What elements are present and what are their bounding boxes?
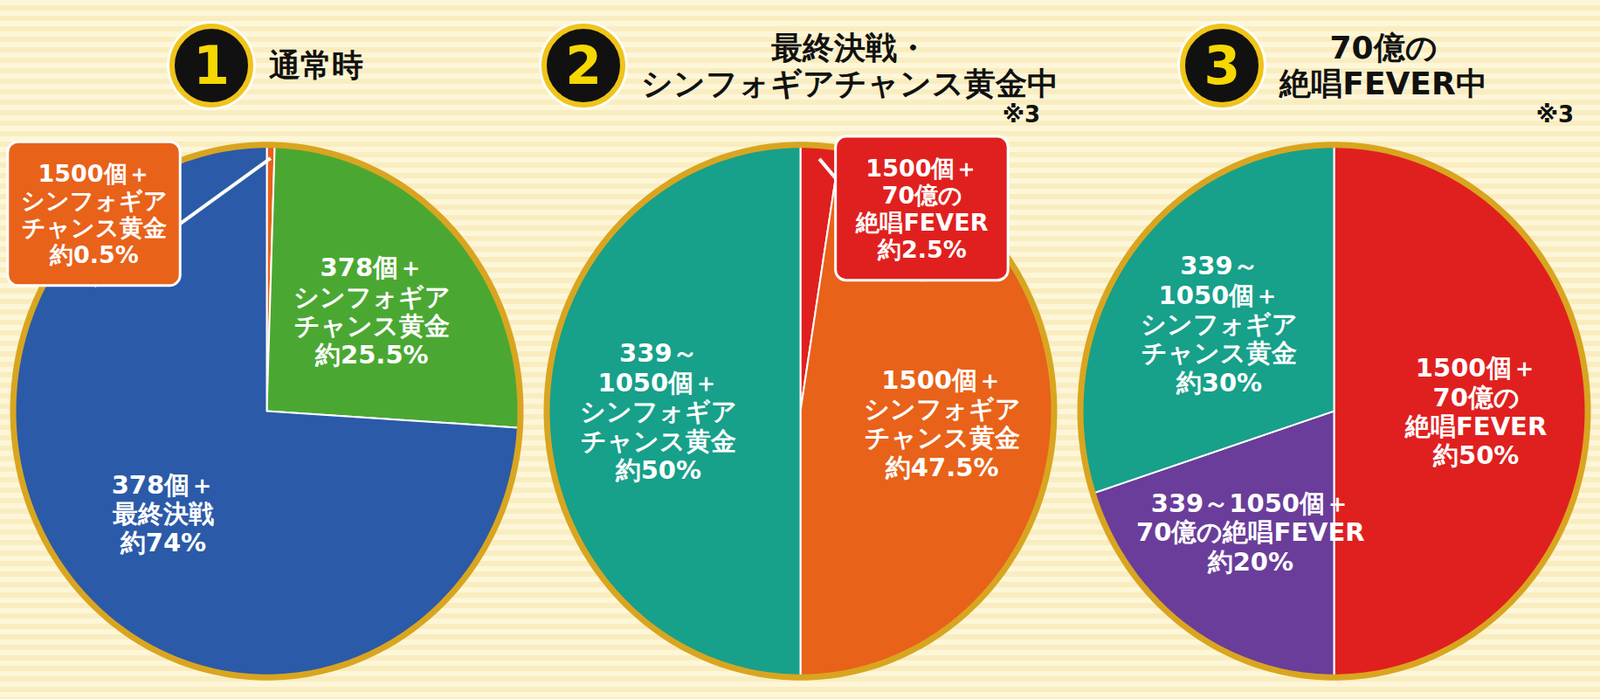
svg-text:1500個＋70億の絶唱FEVER約2.5%: 1500個＋70億の絶唱FEVER約2.5%: [855, 154, 988, 263]
svg-text:339～1050個＋シンフォギアチャンス黄金約30%: 339～1050個＋シンフォギアチャンス黄金約30%: [1140, 250, 1298, 397]
html-text:2: 2: [565, 34, 602, 97]
html-text:※3: ※3: [1535, 101, 1574, 128]
svg-text:1500個＋シンフォギアチャンス黄金約47.5%: 1500個＋シンフォギアチャンス黄金約47.5%: [863, 365, 1021, 483]
svg-text:339～1050個＋70億の絶唱FEVER約20%: 339～1050個＋70億の絶唱FEVER約20%: [1136, 488, 1366, 577]
html-text:1: 1: [193, 34, 230, 97]
html-text:70億の 絶唱FEVER中: 70億の 絶唱FEVER中: [1279, 29, 1488, 102]
html-text:3: 3: [1203, 34, 1241, 97]
html-text:通常時: 通常時: [268, 47, 364, 84]
html-text:※3: ※3: [1002, 101, 1041, 128]
svg-text:1500個＋シンフォギアチャンス黄金約0.5%: 1500個＋シンフォギアチャンス黄金約0.5%: [20, 159, 168, 269]
svg-text:378個＋シンフォギアチャンス黄金約25.5%: 378個＋シンフォギアチャンス黄金約25.5%: [293, 252, 451, 370]
html-text:最終決戦・ シンフォギアチャンス黄金中: 最終決戦・ シンフォギアチャンス黄金中: [641, 29, 1059, 102]
svg-text:378個＋最終決戦約74%: 378個＋最終決戦約74%: [111, 469, 216, 559]
svg-text:1500個＋70億の絶唱FEVER約50%: 1500個＋70億の絶唱FEVER約50%: [1404, 352, 1547, 470]
svg-text:339～1050個＋シンフォギアチャンス黄金約50%: 339～1050個＋シンフォギアチャンス黄金約50%: [579, 337, 738, 484]
